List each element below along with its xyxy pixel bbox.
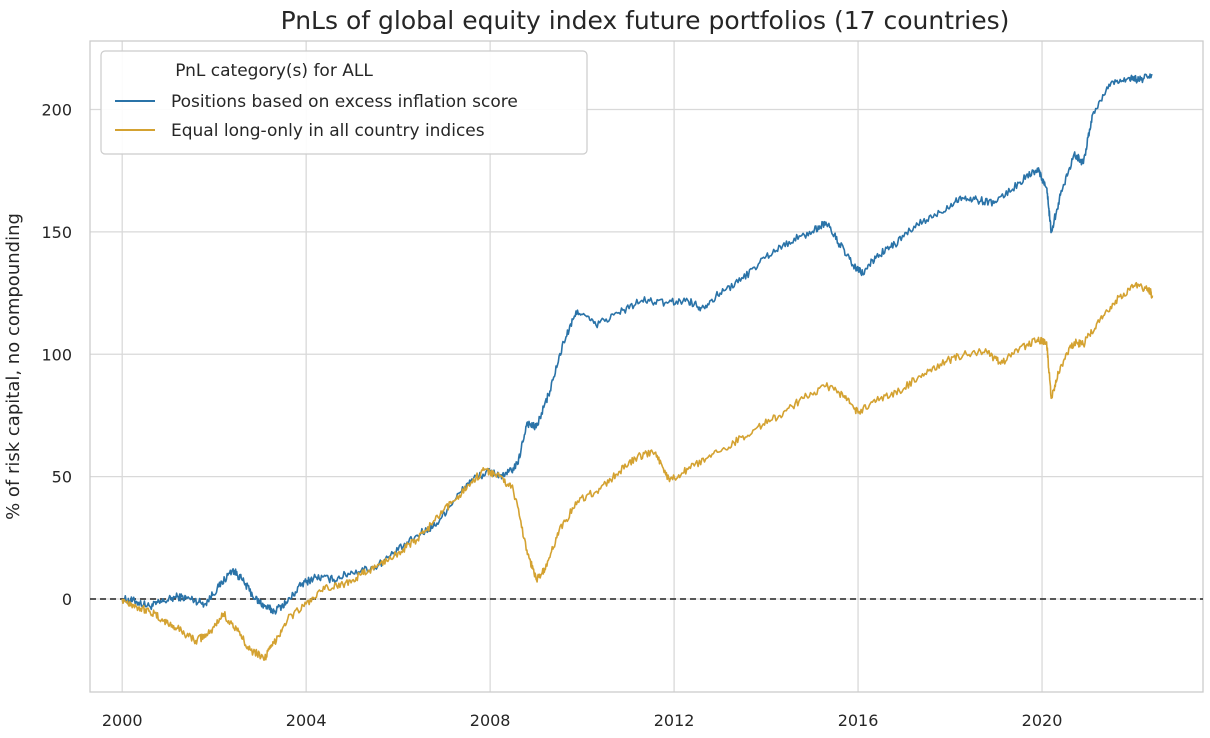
y-tick-label: 0: [62, 590, 72, 609]
series-line-1: [121, 73, 1153, 615]
x-tick-label: 2004: [286, 711, 327, 730]
legend-entry-1: Positions based on excess inflation scor…: [171, 92, 518, 112]
x-tick-label: 2008: [470, 711, 511, 730]
x-tick-label: 2012: [654, 711, 695, 730]
x-tick-label: 2016: [838, 711, 879, 730]
y-axis-label: % of risk capital, no compounding: [3, 213, 24, 520]
x-tick-label: 2020: [1022, 711, 1063, 730]
legend-box: [100, 50, 588, 155]
x-tick-label: 2000: [102, 711, 143, 730]
plot-frame: [89, 40, 1204, 693]
plot-area: 2000 2004 2008 2012 2016 2020 0 50 100 150 200: [41, 40, 1204, 730]
y-tick-label: 50: [52, 468, 72, 487]
y-tick-label: 200: [41, 101, 72, 120]
y-tick-label: 150: [41, 223, 72, 242]
legend-entry-2: Equal long-only in all country indices: [171, 121, 485, 141]
legend: PnL category(s) for ALL Positions based o…: [100, 50, 588, 155]
y-tick-label: 100: [41, 345, 72, 364]
series-line-2: [121, 281, 1154, 661]
legend-title: PnL category(s) for ALL: [175, 61, 373, 81]
chart-title: PnLs of global equity index future portf…: [281, 6, 1010, 35]
